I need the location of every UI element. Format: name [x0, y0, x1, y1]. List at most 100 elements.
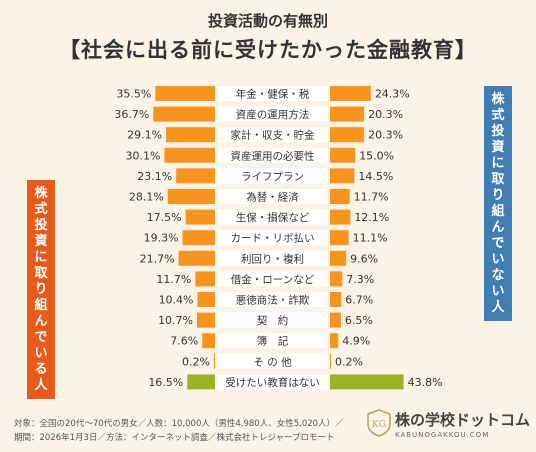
- left-value-label: 0.2%: [182, 355, 210, 368]
- category-label: 借金・ローンなど: [231, 273, 315, 286]
- right-bar: [330, 189, 350, 204]
- right-value-label: 9.6%: [350, 252, 378, 265]
- logo-mark-text: KG: [372, 420, 386, 430]
- left-bar: [197, 312, 215, 328]
- right-value-label: 6.5%: [345, 314, 373, 327]
- right-value-label: 11.7%: [354, 191, 389, 204]
- right-value-label: 12.1%: [354, 211, 389, 224]
- right-value-label: 4.9%: [342, 335, 370, 348]
- right-bar: [330, 168, 355, 184]
- category-label: カード・リボ払い: [231, 232, 315, 245]
- side-label-char: 人: [34, 378, 48, 393]
- right-value-label: 7.3%: [346, 273, 374, 286]
- category-label: 簿 記: [257, 335, 289, 348]
- category-cell: [217, 127, 328, 143]
- left-value-label: 29.1%: [127, 129, 162, 142]
- side-label-char: で: [34, 330, 48, 345]
- logo-name: 株の学校ドットコム: [395, 411, 531, 429]
- left-value-label: 10.4%: [159, 294, 194, 307]
- right-bar: [330, 374, 404, 390]
- category-cell: [217, 86, 328, 101]
- category-cell: [217, 209, 328, 225]
- left-value-label: 19.3%: [144, 232, 179, 245]
- right-value-label: 43.8%: [408, 376, 443, 389]
- left-bar: [185, 209, 215, 225]
- side-label-char: い: [491, 284, 505, 299]
- right-bar: [330, 127, 365, 143]
- right-bar: [330, 312, 341, 328]
- side-label-char: い: [34, 346, 48, 361]
- side-label-char: 組: [34, 298, 48, 313]
- right-bar: [330, 333, 339, 349]
- left-value-label: 10.7%: [158, 314, 193, 327]
- right-bar: [330, 147, 356, 163]
- side-label-char: に: [34, 250, 48, 265]
- side-label-char: な: [491, 268, 505, 283]
- side-label-char: 人: [491, 300, 505, 315]
- category-cell: [217, 230, 328, 246]
- category-label: そ の 他: [253, 355, 292, 368]
- side-label-char: に: [491, 156, 505, 171]
- category-cell: [217, 147, 328, 163]
- right-bar: [330, 353, 331, 369]
- right-bar: [330, 86, 371, 101]
- chart-title-line2: 【社会に出る前に受けたかった金融教育】: [59, 38, 477, 62]
- category-label: 資産の運用方法: [236, 108, 310, 121]
- category-cell: [217, 374, 328, 390]
- side-label-char: る: [34, 362, 48, 377]
- side-label-char: り: [34, 282, 48, 297]
- left-value-label: 16.5%: [148, 376, 183, 389]
- right-value-label: 20.3%: [368, 129, 403, 142]
- side-label-char: 資: [491, 140, 505, 155]
- left-bar: [178, 250, 215, 266]
- right-value-label: 20.3%: [368, 108, 403, 121]
- right-value-label: 11.1%: [353, 232, 388, 245]
- side-label-char: 株: [34, 186, 48, 201]
- side-label-char: り: [491, 188, 505, 203]
- left-value-label: 11.7%: [156, 273, 191, 286]
- side-label-char: ん: [34, 314, 48, 329]
- category-label: 家計・収支・貯金: [231, 129, 315, 142]
- category-label: 資産運用の必要性: [231, 149, 315, 162]
- footer-survey-target: 対象：全国の20代〜70代の男女／人数：10,000人（男性4,980人、女性5…: [14, 419, 344, 429]
- side-label-char: 資: [34, 234, 48, 249]
- left-bar: [155, 86, 215, 101]
- side-label-char: 投: [491, 124, 505, 139]
- right-bar: [330, 250, 347, 266]
- category-cell: [217, 353, 328, 369]
- category-label: 為替・経済: [246, 191, 299, 204]
- right-value-label: 0.2%: [335, 355, 363, 368]
- category-cell: [217, 312, 328, 328]
- left-value-label: 23.1%: [137, 170, 172, 183]
- left-bar: [214, 353, 215, 369]
- left-bar: [167, 189, 215, 204]
- left-bar: [176, 168, 215, 184]
- left-value-label: 21.7%: [140, 252, 175, 265]
- category-label: 年金・健保・税: [236, 88, 310, 101]
- category-label: ライフプラン: [241, 171, 304, 183]
- category-label: 生保・損保など: [236, 211, 310, 224]
- left-bar: [166, 127, 215, 143]
- left-value-label: 17.5%: [147, 211, 182, 224]
- left-value-label: 30.1%: [125, 149, 160, 162]
- right-value-label: 14.5%: [358, 170, 393, 183]
- right-group-label: 株式投資に取り組んでいない人: [484, 86, 512, 321]
- left-bar: [197, 292, 215, 307]
- left-bar: [187, 374, 215, 390]
- left-bar: [182, 230, 215, 246]
- category-cell: [217, 189, 328, 204]
- category-cell: [217, 106, 328, 122]
- right-value-label: 6.7%: [345, 294, 373, 307]
- right-bar: [330, 271, 343, 287]
- left-group-label: 株式投資に取り組んでいる人: [27, 180, 55, 399]
- left-value-label: 7.6%: [170, 335, 198, 348]
- side-label-char: 取: [491, 172, 505, 187]
- right-value-label: 24.3%: [375, 88, 410, 101]
- category-cell: [217, 333, 328, 349]
- category-label: 契 約: [257, 314, 289, 327]
- category-cell: [217, 168, 328, 184]
- side-label-char: 組: [491, 204, 505, 219]
- right-bar: [330, 230, 349, 246]
